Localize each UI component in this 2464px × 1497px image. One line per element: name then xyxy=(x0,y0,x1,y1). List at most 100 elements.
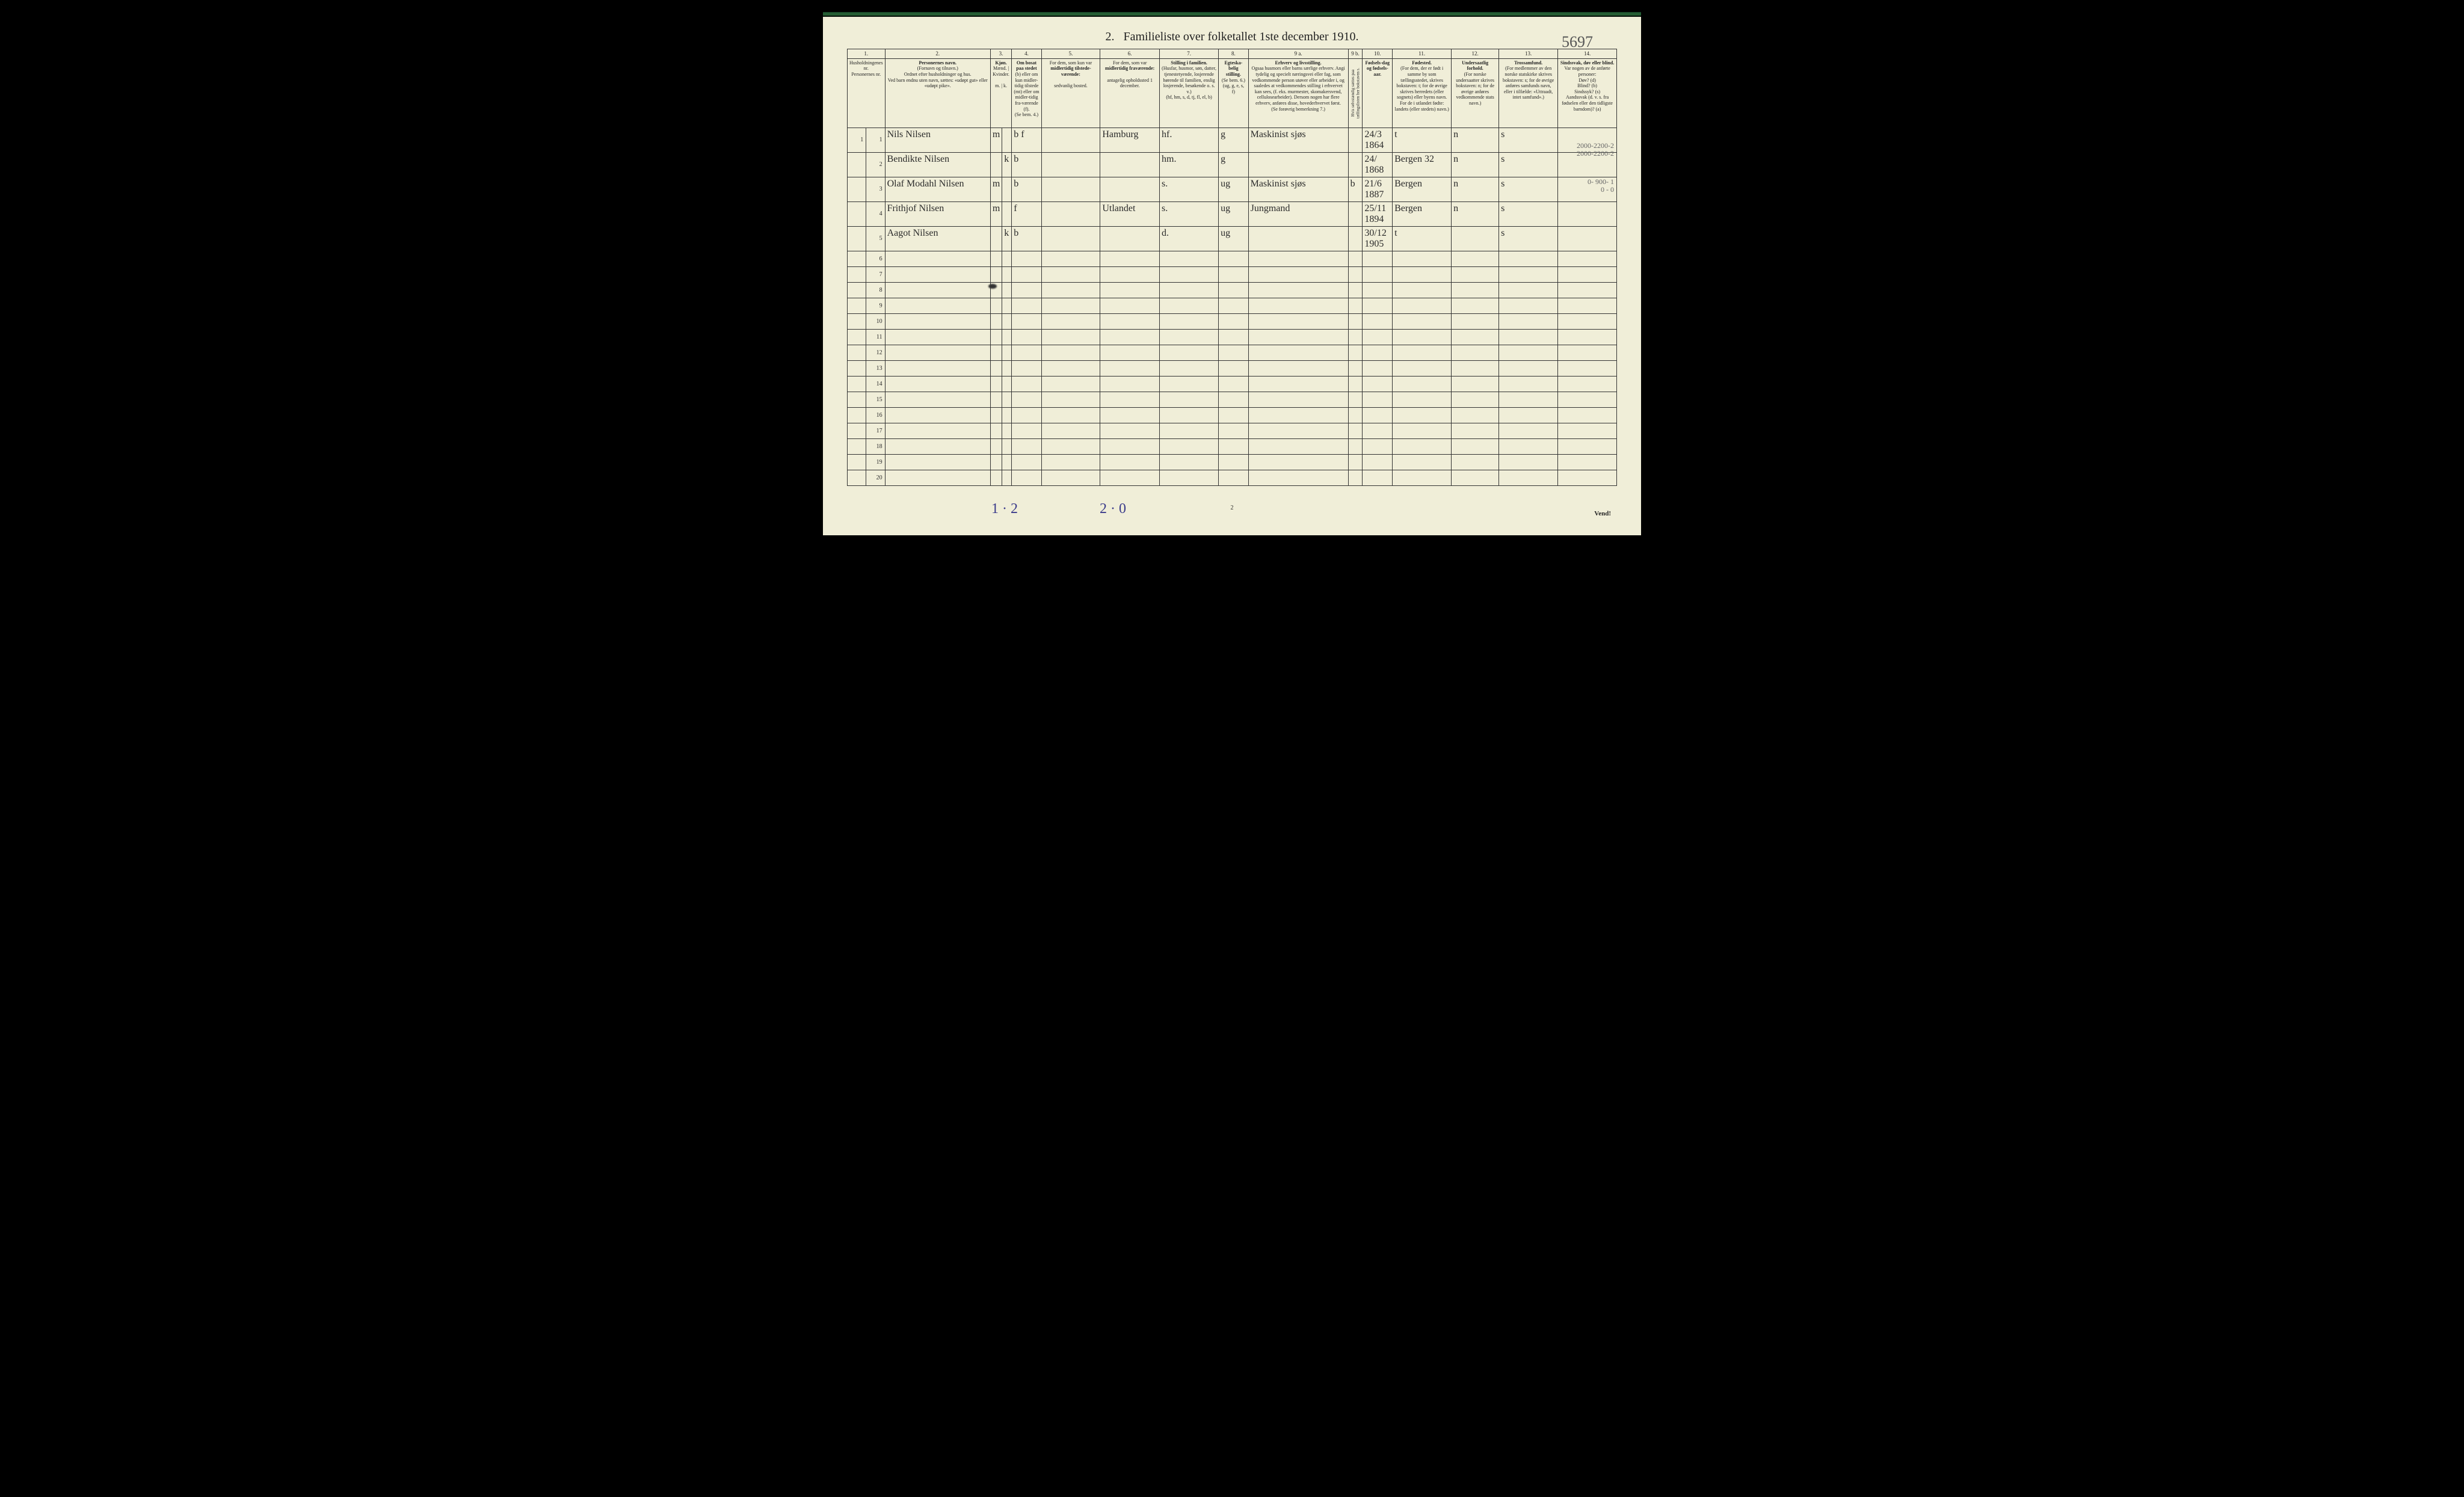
cell: b xyxy=(1012,226,1041,251)
cell xyxy=(885,251,990,266)
cell xyxy=(1248,407,1348,423)
cell xyxy=(1363,392,1393,407)
cell xyxy=(848,177,866,201)
cell xyxy=(1002,298,1012,313)
cell: ug xyxy=(1219,201,1248,226)
top-border-strip xyxy=(823,12,1641,17)
cell xyxy=(1219,298,1248,313)
cell xyxy=(1002,329,1012,345)
cell xyxy=(1219,470,1248,485)
cell xyxy=(1219,251,1248,266)
cell xyxy=(1499,407,1558,423)
cell: Hamburg xyxy=(1100,128,1160,152)
cell xyxy=(1100,454,1160,470)
cell xyxy=(1002,345,1012,360)
cell xyxy=(1393,376,1452,392)
cell xyxy=(1348,128,1363,152)
footer-handwritten-center: 2 · 0 xyxy=(1100,501,1126,517)
cell xyxy=(885,423,990,438)
cell xyxy=(1248,454,1348,470)
cell xyxy=(848,423,866,438)
cell xyxy=(1041,376,1100,392)
cell xyxy=(1499,329,1558,345)
cell xyxy=(1248,360,1348,376)
cell xyxy=(1499,470,1558,485)
cell xyxy=(1558,226,1617,251)
cell xyxy=(1363,282,1393,298)
cell xyxy=(1558,470,1617,485)
col-number: 10. xyxy=(1363,49,1393,59)
cell xyxy=(1248,345,1348,360)
cell xyxy=(1348,392,1363,407)
cell: f xyxy=(1012,201,1041,226)
cell xyxy=(1041,298,1100,313)
cell xyxy=(1499,454,1558,470)
col-number: 9 a. xyxy=(1248,49,1348,59)
cell xyxy=(1248,251,1348,266)
cell xyxy=(848,282,866,298)
cell xyxy=(1452,454,1499,470)
table-row-empty: 16 xyxy=(848,407,1617,423)
cell xyxy=(1002,360,1012,376)
cell xyxy=(1452,251,1499,266)
cell xyxy=(1100,360,1160,376)
col-header: Sindssvak, døv eller blind.Var nogen av … xyxy=(1558,58,1617,128)
table-row-empty: 9 xyxy=(848,298,1617,313)
cell: hm. xyxy=(1160,152,1219,177)
cell xyxy=(1041,345,1100,360)
cell xyxy=(1393,360,1452,376)
cell xyxy=(1558,201,1617,226)
cell xyxy=(990,376,1002,392)
cell: Jungmand xyxy=(1248,201,1348,226)
cell xyxy=(1452,226,1499,251)
cell xyxy=(990,152,1002,177)
footer-vend: Vend! xyxy=(1594,510,1611,517)
cell xyxy=(1499,251,1558,266)
cell xyxy=(1160,282,1219,298)
cell xyxy=(1363,266,1393,282)
col-number: 11. xyxy=(1393,49,1452,59)
cell xyxy=(1012,345,1041,360)
cell xyxy=(1160,454,1219,470)
cell xyxy=(885,282,990,298)
cell xyxy=(1348,251,1363,266)
cell xyxy=(1041,201,1100,226)
cell xyxy=(1160,313,1219,329)
cell xyxy=(1160,423,1219,438)
cell xyxy=(1499,266,1558,282)
cell xyxy=(1393,329,1452,345)
cell xyxy=(1219,392,1248,407)
col-header: Kjøn.Mænd. | Kvinder.m. | k. xyxy=(990,58,1011,128)
cell xyxy=(1393,423,1452,438)
cell xyxy=(1499,360,1558,376)
cell xyxy=(1558,454,1617,470)
cell xyxy=(1012,438,1041,454)
col-number: 6. xyxy=(1100,49,1160,59)
cell xyxy=(848,251,866,266)
table-row-empty: 17 xyxy=(848,423,1617,438)
cell: Maskinist sjøs xyxy=(1248,177,1348,201)
cell xyxy=(885,376,990,392)
cell xyxy=(1012,470,1041,485)
col-number: 2. xyxy=(885,49,990,59)
cell xyxy=(1100,226,1160,251)
cell xyxy=(1452,360,1499,376)
cell xyxy=(848,226,866,251)
cell xyxy=(1248,376,1348,392)
cell xyxy=(1348,407,1363,423)
cell xyxy=(848,392,866,407)
cell xyxy=(1452,438,1499,454)
cell: 4 xyxy=(866,201,885,226)
cell: m xyxy=(990,177,1002,201)
column-header-row: Husholdningenes nr.Personernes nr.Person… xyxy=(848,58,1617,128)
cell xyxy=(1348,313,1363,329)
cell xyxy=(1041,128,1100,152)
col-number: 9 b. xyxy=(1348,49,1363,59)
cell xyxy=(848,266,866,282)
table-row-empty: 13 xyxy=(848,360,1617,376)
cell xyxy=(1248,392,1348,407)
cell xyxy=(1160,392,1219,407)
cell xyxy=(1100,329,1160,345)
cell xyxy=(990,298,1002,313)
margin-note: 0 - 0 xyxy=(1601,185,1614,194)
